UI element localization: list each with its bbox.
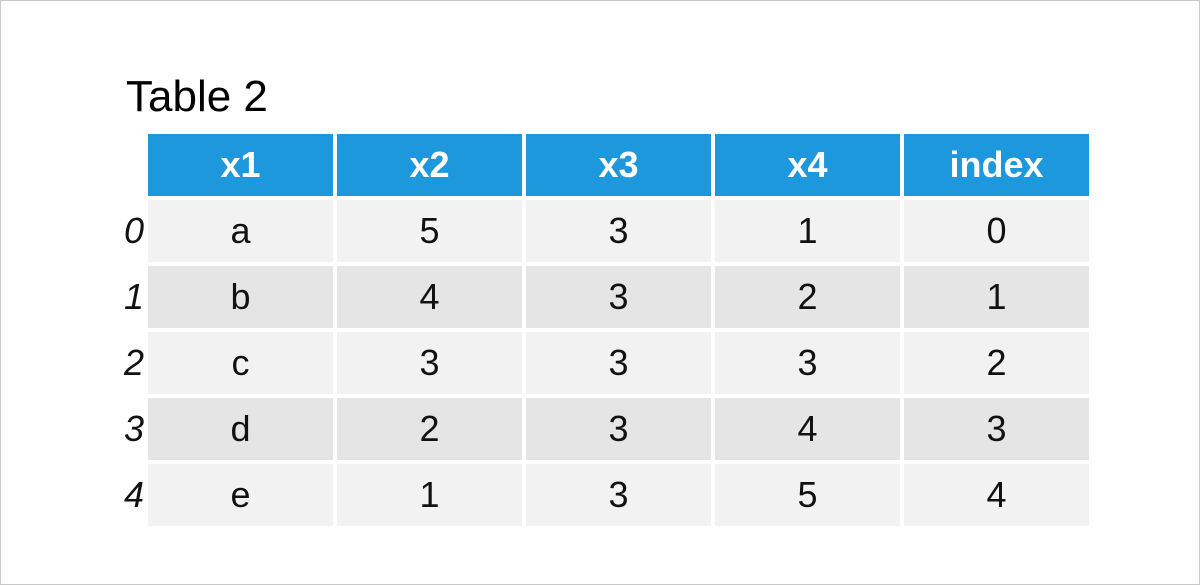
row-index: 1 [123, 276, 144, 317]
table-cell: 3 [526, 398, 711, 460]
table-cell: 2 [904, 332, 1089, 394]
table-cell: 3 [526, 464, 711, 526]
table-cell: 0 [904, 200, 1089, 262]
column-header: x1 [148, 134, 333, 196]
table-cell: b [148, 266, 333, 328]
table-cell: 2 [337, 398, 522, 460]
table-cell: 3 [526, 200, 711, 262]
table-cell: 3 [715, 332, 900, 394]
table-cell: 4 [904, 464, 1089, 526]
table-cell: 5 [715, 464, 900, 526]
table-cell: 3 [526, 332, 711, 394]
row-index: 4 [123, 474, 144, 515]
table-cell: 5 [337, 200, 522, 262]
row-index: 0 [123, 210, 144, 251]
column-header: index [904, 134, 1089, 196]
table-cell: d [148, 398, 333, 460]
table-cell: 2 [715, 266, 900, 328]
row-index: 2 [123, 342, 144, 383]
table-cell: 1 [337, 464, 522, 526]
table-cell: 3 [526, 266, 711, 328]
table-cell: 4 [337, 266, 522, 328]
table-cell: a [148, 200, 333, 262]
column-header: x2 [337, 134, 522, 196]
column-header: x3 [526, 134, 711, 196]
table-cell: 3 [337, 332, 522, 394]
column-header: x4 [715, 134, 900, 196]
table-cell: 1 [904, 266, 1089, 328]
row-index: 3 [123, 408, 144, 449]
table-cell: 1 [715, 200, 900, 262]
table-title: Table 2 [126, 72, 268, 121]
table-cell: 3 [904, 398, 1089, 460]
table-cell: c [148, 332, 333, 394]
table-cell: 4 [715, 398, 900, 460]
table-cell: e [148, 464, 333, 526]
